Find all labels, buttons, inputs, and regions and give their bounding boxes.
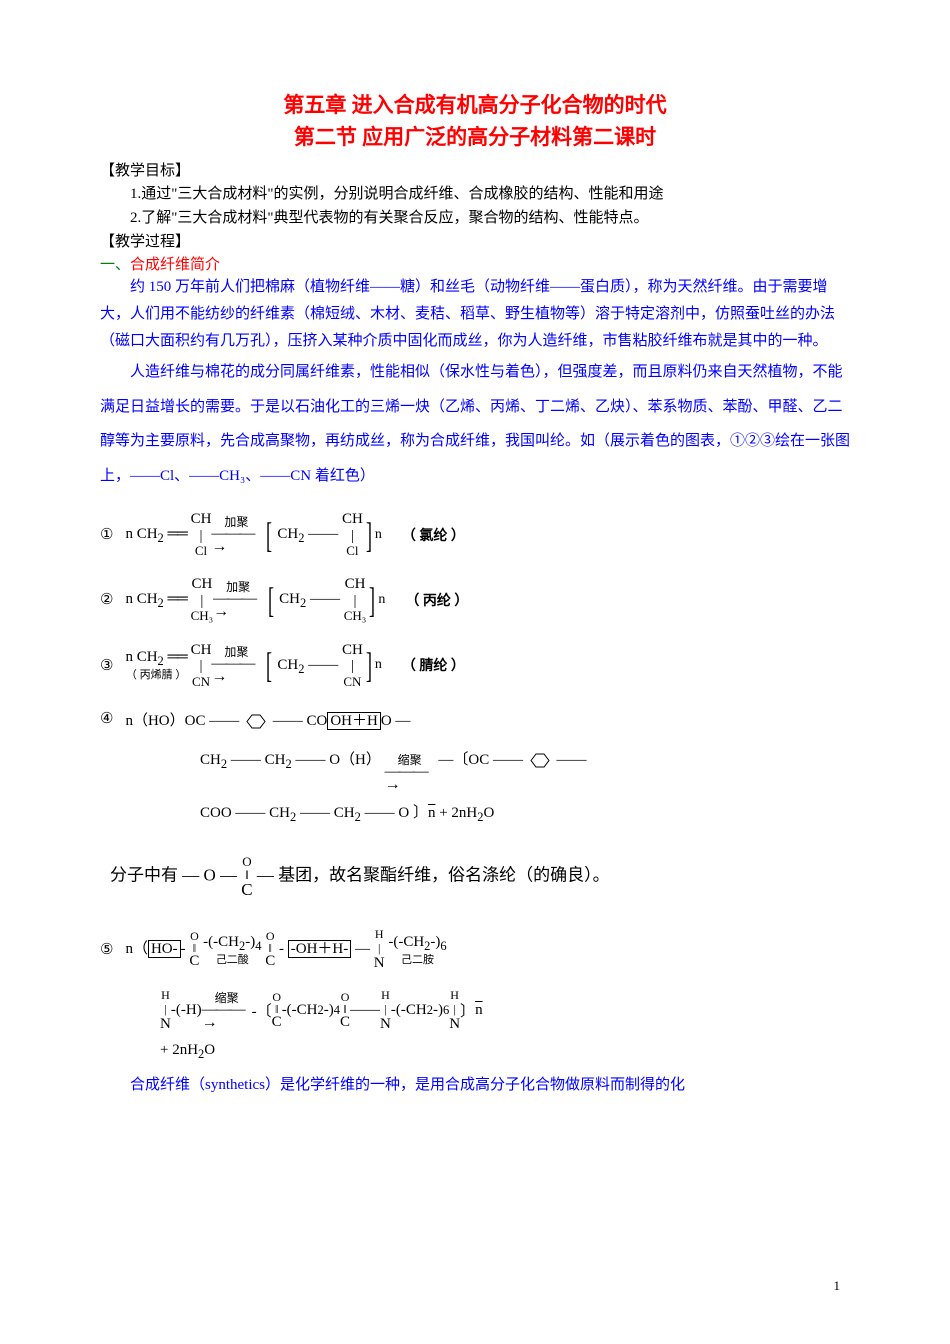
benzene-icon [243,714,269,729]
equation-2: ② n CH2 ══ CH|CH₃ 加聚 ———→ [ CH2 —— CH|CH… [100,576,850,623]
sub-n: n [375,657,382,673]
eq3-num: ③ [100,656,113,675]
eq4-arrow: 缩聚 ———→ [385,754,435,792]
eq5-arrow: 缩聚 ———→ [202,992,252,1030]
page-number: 1 [834,1278,841,1294]
eq3-left: n CH2 ══（ 丙烯腈 ） CH|CN [125,642,211,689]
sub-n: n [378,592,385,608]
eq4-num: ④ [100,709,113,728]
sec1-title: 合成纤维简介 [130,257,220,273]
bracket-icon: ] [369,579,375,621]
equation-4: ④ n（HO）OC —— —— COOH＋HO — [100,709,850,730]
eq1-right: CH2 —— CH|Cl [277,511,362,558]
benzene-icon [527,753,553,768]
final-para: 合成纤维（synthetics）是化学纤维的一种，是用合成高分子化合物做原料而制… [100,1072,850,1099]
eq2-num: ② [100,590,113,609]
bracket-icon: ] [366,514,372,556]
eq4-line2: CH2 —— CH2 —— O（H） 缩聚 ———→ —〔OC —— —— [200,748,850,792]
eq3-label: （ 腈纶 ） [402,655,465,675]
sec1-prefix: 一、 [100,257,130,273]
section-1-heading: 一、合成纤维简介 [100,253,850,274]
objective-header: 【教学目标】 [100,159,850,180]
paragraph-2: 人造纤维与棉花的成分同属纤维素，性能相似（保水性与着色），但强度差，而且原料仍来… [100,355,850,493]
ester-note: 分子中有 — O — O ‖ C — 基团，故名聚酯纤维，俗名涤纶（的确良）。 [110,855,850,898]
eq2-arrow: 加聚 ———→ [213,581,263,619]
bracket-icon: [ [266,644,272,686]
sub-n: n [375,527,382,543]
eq1-label: （ 氯纶 ） [402,525,465,545]
eq4-line1: n（HO）OC —— —— COOH＋HO — [125,709,410,730]
objective-1: 1.通过"三大合成材料"的实例，分别说明合成纤维、合成橡胶的结构、性能和用途 [100,182,850,206]
process-header: 【教学过程】 [100,230,850,251]
paragraph-1: 约 150 万年前人们把棉麻（植物纤维——糖）和丝毛（动物纤维——蛋白质），称为… [100,274,850,355]
bracket-icon: ] [366,644,372,686]
eq5-line2: H|N -(-H) 缩聚 ———→ -〔 O‖C -(-CH2-)4 O‖C —… [160,989,850,1032]
eq1-arrow: 加聚 ———→ [211,516,261,554]
eq2-right: CH2 —— CH|CH₃ [279,576,366,623]
equation-1: ① n CH2 ══ CH|Cl 加聚 ———→ [ CH2 —— CH|Cl … [100,511,850,558]
chapter-title: 第五章 进入合成有机高分子化合物的时代 [100,90,850,122]
eq4-line3: COO —— CH2 —— CH2 —— O 〕n + 2nH2O [200,801,850,825]
eq1-num: ① [100,525,113,544]
carbonyl-icon: O ‖ C [241,855,252,898]
equation-3: ③ n CH2 ══（ 丙烯腈 ） CH|CN 加聚 ———→ [ CH2 ——… [100,642,850,689]
eq5-line1: n（HO-- O‖C -(-CH2-)4己二酸 O‖C - -OH＋H- — H… [125,928,446,971]
section-title: 第二节 应用广泛的高分子材料第二课时 [100,122,850,154]
eq2-label: （ 丙纶 ） [405,590,468,610]
eq2-left: n CH2 ══ CH|CH₃ [125,576,213,623]
bracket-icon: [ [266,514,272,556]
objective-2: 2.了解"三大合成材料"典型代表物的有关聚合反应，聚合物的结构、性能特点。 [100,206,850,230]
equation-5: ⑤ n（HO-- O‖C -(-CH2-)4己二酸 O‖C - -OH＋H- —… [100,928,850,971]
eq5-line3: + 2nH2O [160,1042,850,1062]
eq5-num: ⑤ [100,940,113,959]
eq3-arrow: 加聚 ———→ [211,646,261,684]
eq1-left: n CH2 ══ CH|Cl [125,511,211,558]
bracket-icon: [ [268,579,274,621]
eq3-right: CH2 —— CH|CN [277,642,362,689]
